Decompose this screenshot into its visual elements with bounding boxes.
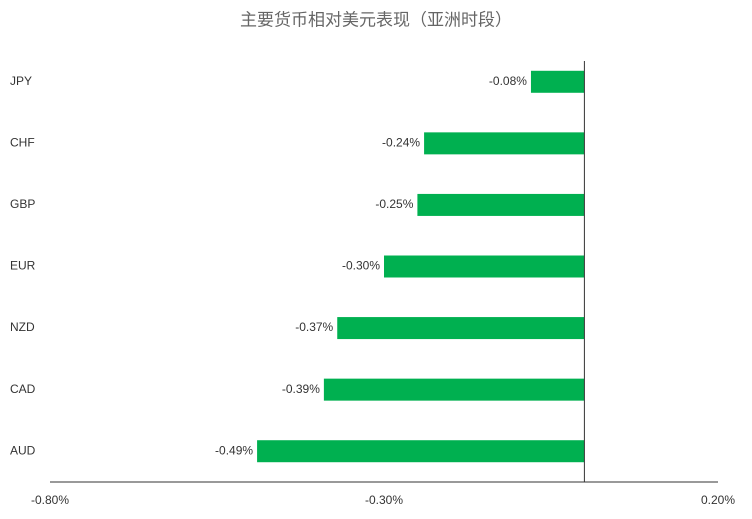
y-tick-label: JPY	[10, 74, 32, 88]
value-label: -0.30%	[342, 259, 380, 273]
bar	[530, 70, 585, 93]
y-tick-label: CAD	[10, 382, 36, 396]
value-label: -0.25%	[375, 197, 413, 211]
value-label: -0.49%	[215, 443, 253, 457]
value-label: -0.37%	[295, 320, 333, 334]
x-tick-label: 0.20%	[701, 493, 735, 507]
bar	[417, 193, 585, 216]
bar	[384, 255, 585, 278]
bar	[257, 440, 585, 463]
bar	[323, 378, 585, 401]
y-tick-label: AUD	[10, 443, 36, 457]
chart-title: 主要货币相对美元表现（亚洲时段）	[240, 11, 512, 31]
y-tick-label: CHF	[10, 136, 35, 150]
bar	[337, 317, 585, 340]
y-tick-label: GBP	[10, 197, 35, 211]
x-tick-label: -0.30%	[365, 493, 403, 507]
bar	[424, 132, 585, 155]
value-label: -0.08%	[489, 74, 527, 88]
y-tick-label: NZD	[10, 320, 35, 334]
y-tick-label: EUR	[10, 259, 36, 273]
value-label: -0.39%	[282, 382, 320, 396]
x-tick-label: -0.80%	[31, 493, 69, 507]
value-label: -0.24%	[382, 136, 420, 150]
